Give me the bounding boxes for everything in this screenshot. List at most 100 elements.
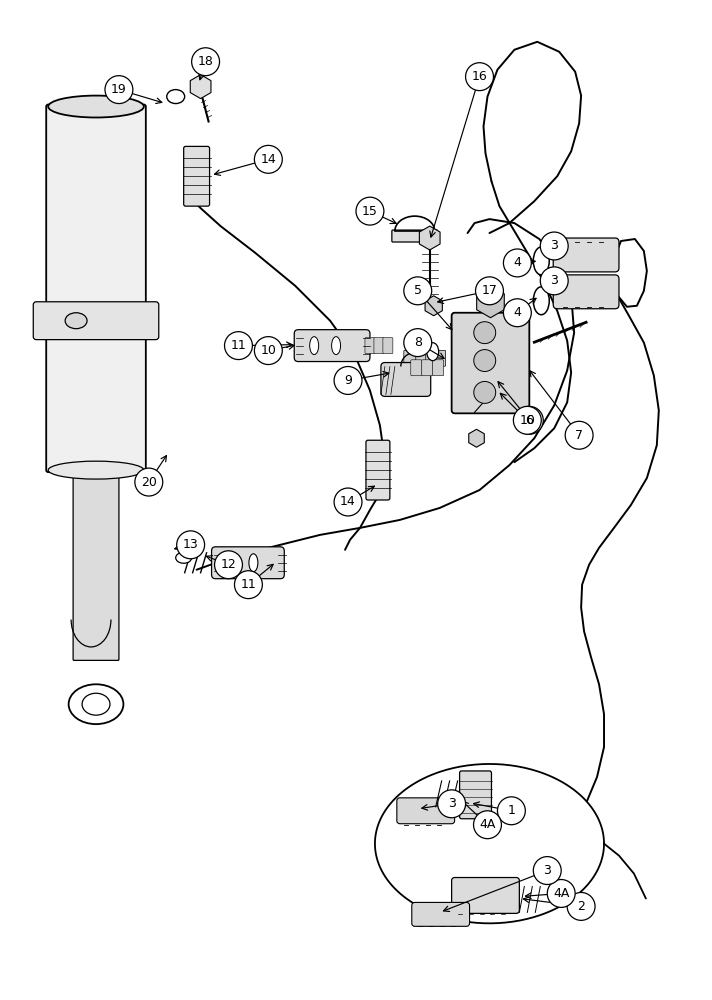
FancyBboxPatch shape <box>397 798 455 824</box>
Circle shape <box>473 350 496 372</box>
Text: 11: 11 <box>241 578 256 591</box>
Text: 15: 15 <box>362 205 378 218</box>
Ellipse shape <box>176 552 192 563</box>
Polygon shape <box>419 226 440 250</box>
Text: 4A: 4A <box>553 887 570 900</box>
Circle shape <box>254 145 282 173</box>
FancyBboxPatch shape <box>381 363 431 396</box>
FancyBboxPatch shape <box>424 350 436 366</box>
Circle shape <box>224 332 253 360</box>
Circle shape <box>473 381 496 403</box>
Text: 19: 19 <box>111 83 127 96</box>
FancyBboxPatch shape <box>459 771 491 819</box>
Circle shape <box>192 48 219 76</box>
Circle shape <box>438 790 466 818</box>
Text: 20: 20 <box>141 476 157 489</box>
FancyBboxPatch shape <box>553 238 619 272</box>
Circle shape <box>177 531 204 559</box>
Ellipse shape <box>65 313 87 329</box>
Ellipse shape <box>68 684 123 724</box>
Polygon shape <box>190 75 211 99</box>
Circle shape <box>515 406 543 434</box>
Circle shape <box>214 551 243 579</box>
FancyBboxPatch shape <box>434 350 446 366</box>
Text: 4: 4 <box>513 256 521 269</box>
FancyBboxPatch shape <box>46 105 146 472</box>
FancyBboxPatch shape <box>553 275 619 309</box>
Polygon shape <box>476 286 504 318</box>
Ellipse shape <box>310 337 319 355</box>
Text: 12: 12 <box>221 558 236 571</box>
Text: 3: 3 <box>550 239 558 252</box>
Text: 14: 14 <box>261 153 276 166</box>
Ellipse shape <box>332 337 340 355</box>
Text: 9: 9 <box>344 374 352 387</box>
Circle shape <box>356 197 384 225</box>
FancyBboxPatch shape <box>451 878 519 913</box>
FancyBboxPatch shape <box>365 338 375 354</box>
FancyBboxPatch shape <box>451 313 529 413</box>
Text: 18: 18 <box>198 55 214 68</box>
Ellipse shape <box>48 96 144 117</box>
Circle shape <box>567 892 595 920</box>
Circle shape <box>540 267 568 295</box>
Circle shape <box>466 63 493 91</box>
Ellipse shape <box>533 287 549 315</box>
Circle shape <box>533 857 561 884</box>
Circle shape <box>565 421 593 449</box>
Text: 8: 8 <box>414 336 422 349</box>
Text: 2: 2 <box>577 900 585 913</box>
Circle shape <box>503 249 531 277</box>
FancyBboxPatch shape <box>392 230 438 242</box>
Text: 17: 17 <box>481 284 498 297</box>
FancyBboxPatch shape <box>211 547 284 579</box>
FancyBboxPatch shape <box>383 338 393 354</box>
Text: 5: 5 <box>414 284 422 297</box>
FancyBboxPatch shape <box>412 902 469 926</box>
Circle shape <box>540 232 568 260</box>
Polygon shape <box>425 296 442 316</box>
Circle shape <box>105 76 133 104</box>
Circle shape <box>334 367 362 394</box>
FancyBboxPatch shape <box>411 360 422 376</box>
Text: 10: 10 <box>261 344 276 357</box>
Circle shape <box>254 337 282 365</box>
Text: 14: 14 <box>340 495 356 508</box>
Circle shape <box>473 811 501 839</box>
Ellipse shape <box>426 343 439 361</box>
FancyBboxPatch shape <box>414 350 426 366</box>
Text: 11: 11 <box>231 339 246 352</box>
Circle shape <box>498 797 525 825</box>
FancyBboxPatch shape <box>33 302 159 340</box>
Circle shape <box>404 277 431 305</box>
Text: 4: 4 <box>513 306 521 319</box>
Text: 3: 3 <box>448 797 456 810</box>
Ellipse shape <box>82 693 110 715</box>
Ellipse shape <box>48 461 144 479</box>
Text: 6: 6 <box>525 414 533 427</box>
Circle shape <box>234 571 262 599</box>
Circle shape <box>513 406 541 434</box>
Ellipse shape <box>249 554 258 572</box>
Ellipse shape <box>227 554 236 572</box>
Text: 4A: 4A <box>479 818 496 831</box>
FancyBboxPatch shape <box>374 338 384 354</box>
Circle shape <box>473 322 496 344</box>
FancyBboxPatch shape <box>433 360 444 376</box>
Text: 1: 1 <box>508 804 515 817</box>
FancyBboxPatch shape <box>184 146 209 206</box>
FancyBboxPatch shape <box>422 360 433 376</box>
Ellipse shape <box>167 90 184 104</box>
Polygon shape <box>468 429 484 447</box>
Circle shape <box>404 329 431 357</box>
Text: 7: 7 <box>575 429 583 442</box>
Text: 3: 3 <box>550 274 558 287</box>
Circle shape <box>548 880 575 907</box>
Circle shape <box>334 488 362 516</box>
Circle shape <box>135 468 163 496</box>
Circle shape <box>503 299 531 327</box>
FancyBboxPatch shape <box>294 330 370 362</box>
Ellipse shape <box>533 247 549 275</box>
FancyBboxPatch shape <box>404 350 416 366</box>
Text: 16: 16 <box>471 70 488 83</box>
